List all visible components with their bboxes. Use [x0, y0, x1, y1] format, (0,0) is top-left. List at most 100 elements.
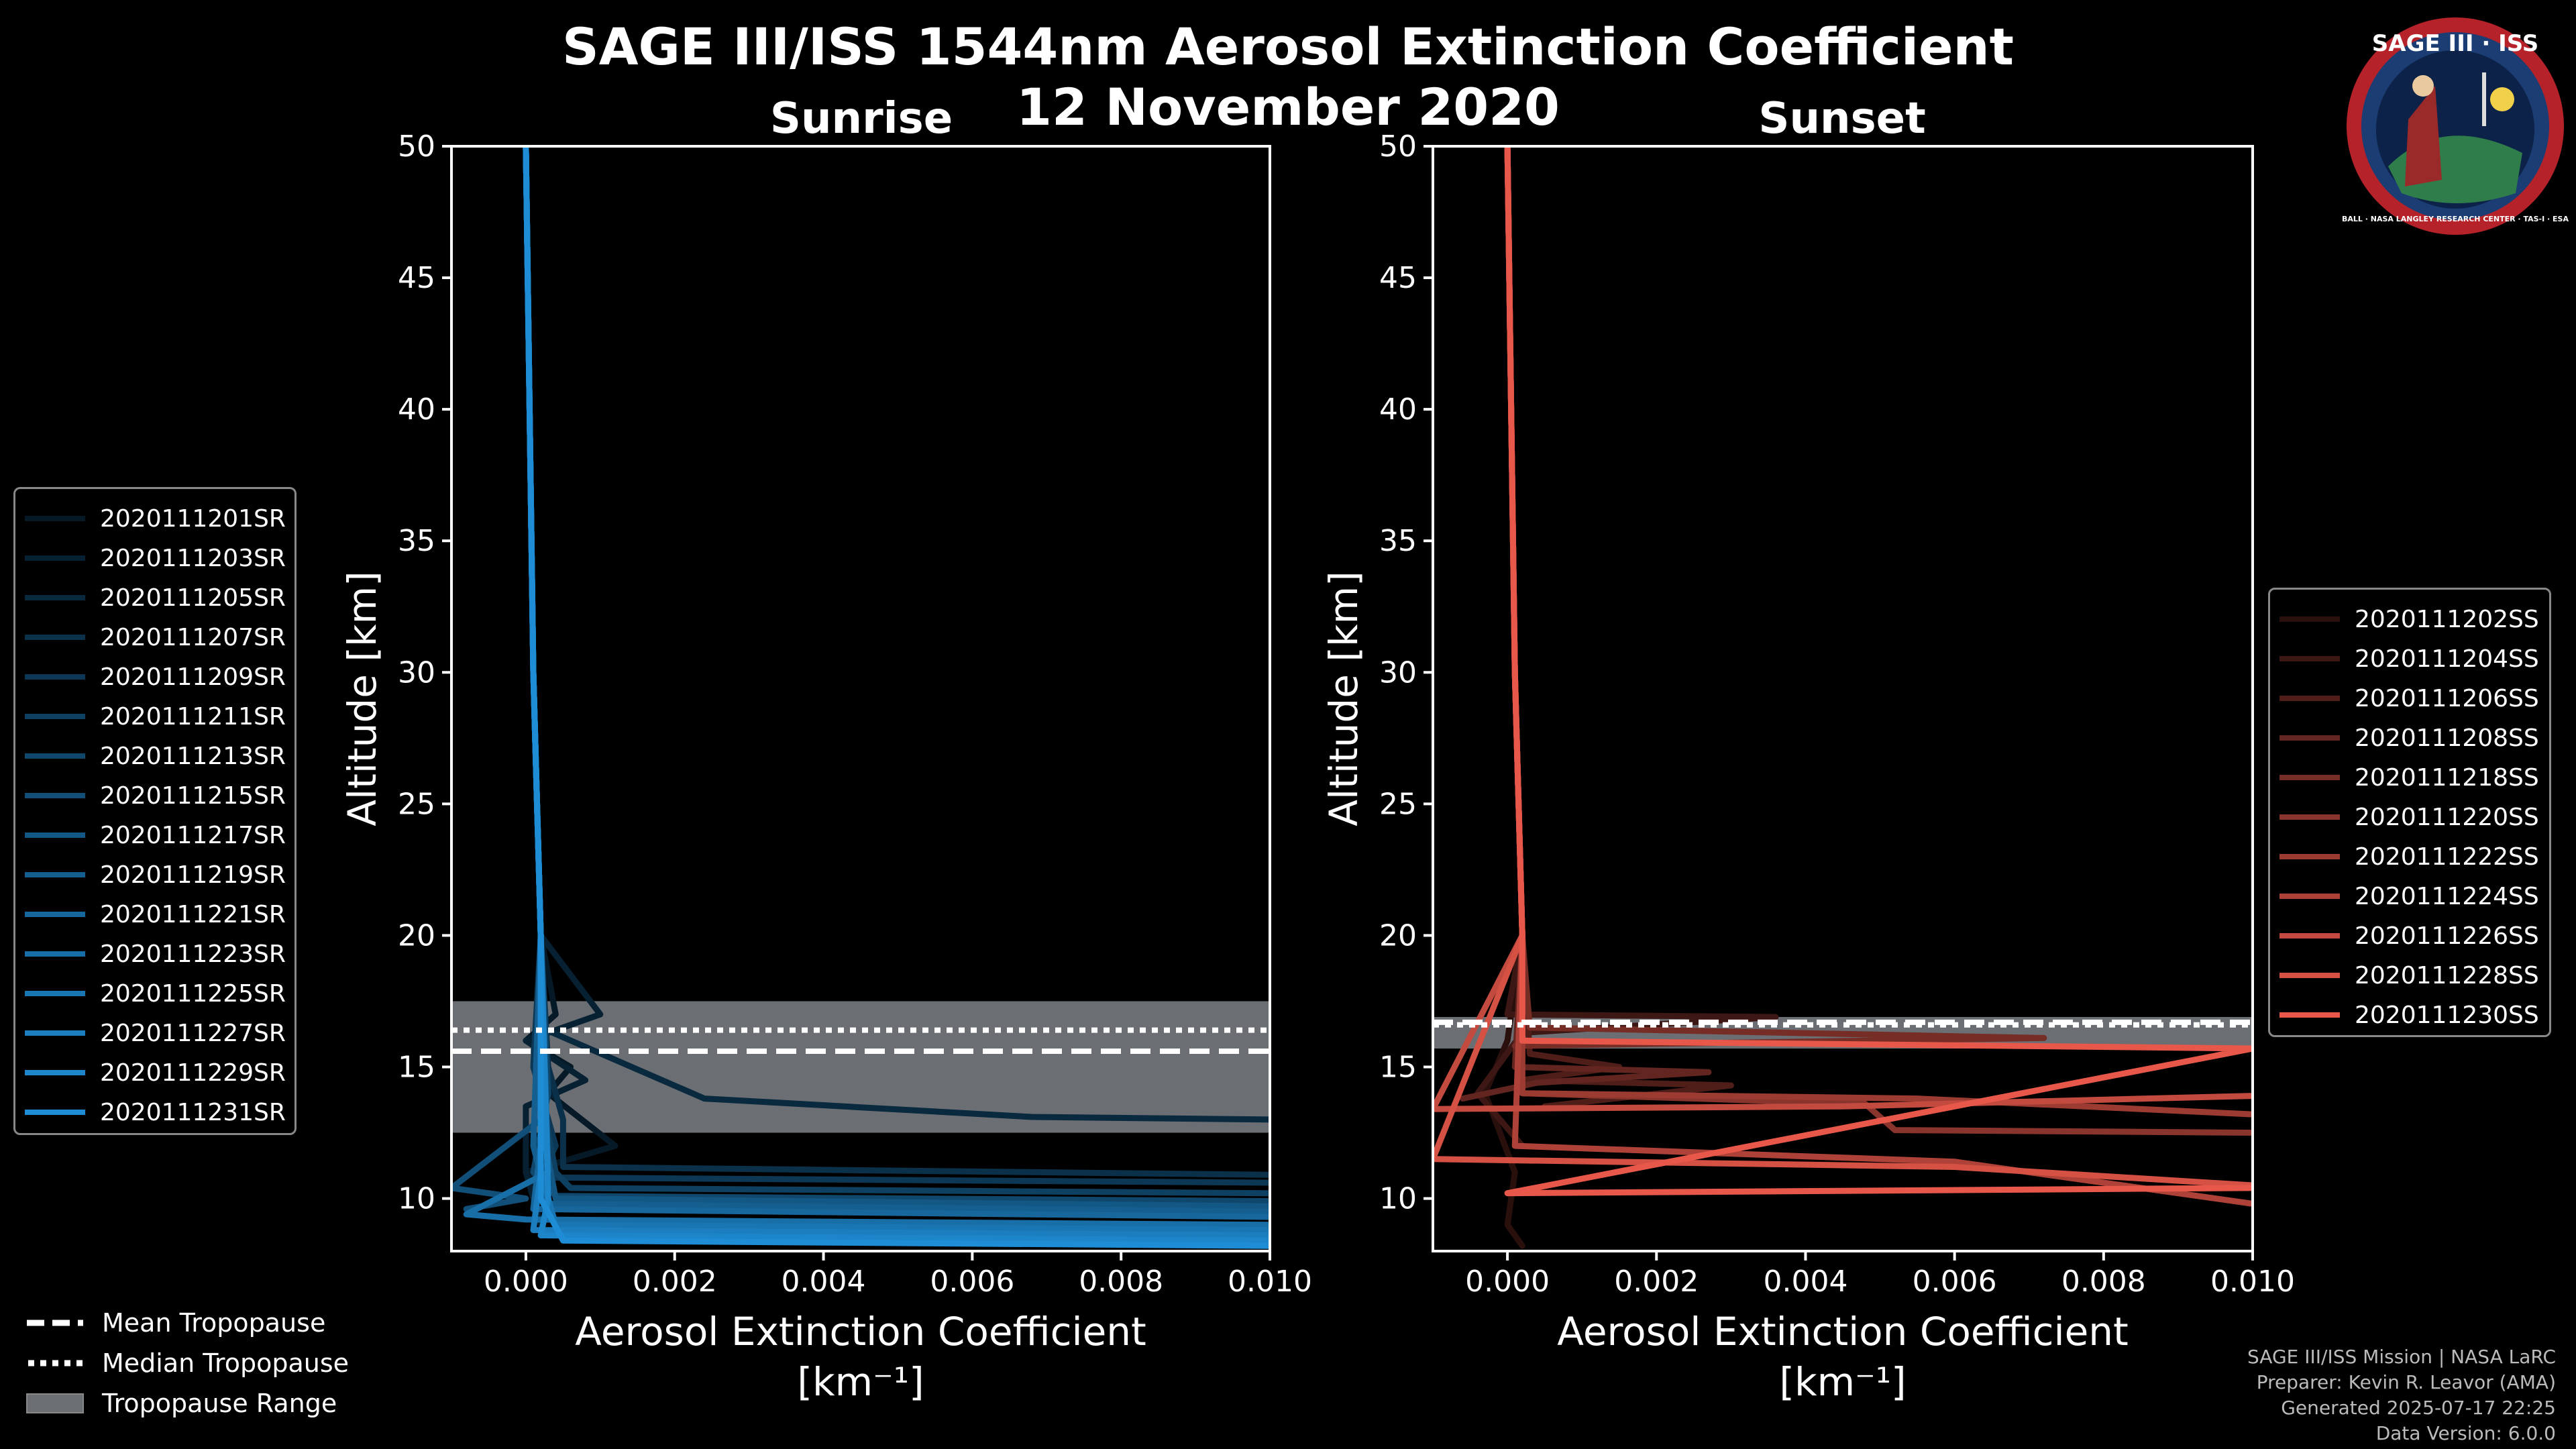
sunrise-legend-item: 2020111211SR: [15, 698, 286, 735]
sunrise-legend-swatch: [25, 674, 85, 680]
sunset-legend-label: 2020111224SS: [2355, 882, 2539, 910]
sunrise-subtitle: Sunrise: [769, 94, 953, 144]
sunset-legend-item: 2020111202SS: [2270, 600, 2539, 638]
sunrise-legend-swatch: [25, 635, 85, 640]
sunrise-legend-item: 2020111225SR: [15, 975, 286, 1012]
sunset-chart: 10 15 20 25 30 35 40 45 50 0.000 0.002 0.004 0.006 0.…: [1321, 129, 2295, 1405]
sunset-x-tick-label: 0.002: [1614, 1265, 1699, 1299]
sunrise-legend-swatch: [25, 793, 85, 798]
sunrise-legend-label: 2020111201SR: [100, 504, 286, 533]
sunrise-x-tick-label: 0.004: [782, 1265, 866, 1299]
sunset-legend-item: 2020111206SS: [2270, 680, 2539, 717]
sunrise-legend-swatch: [25, 951, 85, 957]
sunrise-legend-label: 2020111215SR: [100, 782, 286, 810]
logo-ring-text: BALL · NASA LANGLEY RESEARCH CENTER · TA…: [2342, 215, 2569, 223]
sunrise-legend-label: 2020111229SR: [100, 1059, 286, 1087]
sunrise-legend-label: 2020111213SR: [100, 742, 286, 770]
sunrise-legend-swatch: [25, 555, 85, 561]
sunset-legend-swatch: [2279, 656, 2340, 661]
chart-title: SAGE III/ISS 1544nm Aerosol Extinction C…: [562, 17, 2014, 76]
sunrise-x-tick-label: 0.000: [484, 1265, 568, 1299]
sunrise-legend-item: 2020111217SR: [15, 816, 286, 854]
sunrise-legend-item: 2020111219SR: [15, 856, 286, 894]
sunrise-plot-area: 10 15 20 25 30 35 40 45 50 0.000 0.002 0.004 0.006 0.…: [398, 129, 1312, 1299]
sunrise-legend-item: 2020111229SR: [15, 1054, 286, 1091]
sunset-y-tick-label: 40: [1379, 392, 1417, 427]
sunset-legend-item: 2020111222SS: [2270, 838, 2539, 875]
sunset-plot-frame: [1432, 145, 2254, 1252]
legend-mean-tropopause: Mean Tropopause: [25, 1308, 325, 1338]
sunrise-x-axis-unit: [km⁻¹]: [797, 1359, 924, 1405]
sunset-legend-item: 2020111204SS: [2270, 640, 2539, 678]
sunrise-y-tick-label: 30: [398, 655, 435, 690]
sunset-x-tick-label: 0.004: [1763, 1265, 1847, 1299]
sunset-legend-swatch: [2279, 894, 2340, 899]
sunset-legend-label: 2020111204SS: [2355, 645, 2539, 673]
sunrise-legend-swatch: [25, 595, 85, 600]
chart-date: 12 November 2020: [1016, 77, 1560, 137]
sunrise-chart: 10 15 20 25 30 35 40 45 50 0.000 0.002 0.004 0.006 0.…: [339, 129, 1312, 1405]
sunset-legend-swatch: [2279, 696, 2340, 701]
sunset-legend-label: 2020111220SS: [2355, 803, 2539, 831]
sunrise-legend-item: 2020111203SR: [15, 539, 286, 577]
sunset-legend-item: 2020111220SS: [2270, 798, 2539, 836]
sunset-y-tick-label: 10: [1379, 1182, 1417, 1216]
sunset-x-tick-label: 0.000: [1465, 1265, 1550, 1299]
sunrise-series-2020111231SR: [523, 146, 1270, 1249]
sunset-legend-label: 2020111230SS: [2355, 1001, 2539, 1029]
sunrise-legend-item: 2020111209SR: [15, 658, 286, 696]
sunrise-legend-swatch: [25, 714, 85, 719]
sunset-legend-label: 2020111208SS: [2355, 724, 2539, 752]
sunrise-legend-swatch: [25, 1070, 85, 1075]
sunrise-legend-item: 2020111201SR: [15, 500, 286, 537]
sage-logo-badge: SAGE III · ISS BALL · NASA LANGLEY RESEA…: [2342, 17, 2569, 235]
sunrise-y-tick-label: 50: [398, 129, 435, 164]
sunset-plot-background: [1433, 146, 2253, 1251]
sunrise-y-axis-label: Altitude [km]: [339, 571, 385, 826]
sunrise-legend-label: 2020111221SR: [100, 900, 286, 928]
sunset-y-tick-label: 45: [1379, 261, 1417, 295]
sunrise-x-tick-label: 0.002: [633, 1265, 717, 1299]
sunrise-legend-label: 2020111227SR: [100, 1019, 286, 1047]
sunset-y-tick-label: 25: [1379, 787, 1417, 821]
sunrise-legend-label: 2020111205SR: [100, 584, 286, 612]
sunset-legend: 2020111202SS 2020111204SS 2020111206SS 2020…: [2268, 588, 2551, 1037]
sunrise-x-tick-label: 0.006: [930, 1265, 1014, 1299]
sunrise-y-tick-label: 10: [398, 1182, 435, 1216]
legend-tropopause-range: Tropopause Range: [25, 1389, 337, 1418]
sunset-y-tick-label: 15: [1379, 1051, 1417, 1085]
sunset-legend-label: 2020111226SS: [2355, 922, 2539, 950]
sunrise-x-tick-label: 0.008: [1079, 1265, 1163, 1299]
sunset-x-axis-label: Aerosol Extinction Coefficient: [1557, 1309, 2129, 1354]
sunset-legend-swatch: [2279, 933, 2340, 938]
sunset-y-tick-label: 35: [1379, 524, 1417, 558]
sunset-legend-item: 2020111218SS: [2270, 759, 2539, 796]
legend-median-tropopause: Median Tropopause: [25, 1348, 349, 1378]
sunset-legend-item: 2020111226SS: [2270, 917, 2539, 955]
sunset-legend-swatch: [2279, 775, 2340, 780]
sunset-series-2020111230SS: [1504, 146, 2253, 1197]
sunset-legend-label: 2020111218SS: [2355, 763, 2539, 792]
sunrise-y-tick-label: 15: [398, 1051, 435, 1085]
sunrise-y-tick-label: 45: [398, 261, 435, 295]
credits-generated: Generated 2025-07-17 22:25: [2281, 1397, 2556, 1419]
sunrise-legend-label: 2020111217SR: [100, 821, 286, 849]
mean-tropopause-label: Mean Tropopause: [102, 1308, 326, 1338]
sunrise-legend-label: 2020111203SR: [100, 544, 286, 572]
sunrise-legend-item: 2020111205SR: [15, 579, 286, 616]
sunrise-legend-label: 2020111209SR: [100, 663, 286, 691]
sunset-y-tick-label: 30: [1379, 655, 1417, 690]
sunrise-legend-label: 2020111231SR: [100, 1098, 286, 1126]
sunrise-x-tick-label: 0.010: [1228, 1265, 1312, 1299]
sunset-legend-item: 2020111208SS: [2270, 719, 2539, 757]
sunset-legend-label: 2020111228SS: [2355, 961, 2539, 989]
sunset-legend-swatch: [2279, 616, 2340, 622]
sunset-legend-swatch: [2279, 973, 2340, 978]
sunset-legend-label: 2020111222SS: [2355, 843, 2539, 871]
sunrise-legend-item: 2020111231SR: [15, 1093, 286, 1131]
sunrise-legend-label: 2020111207SR: [100, 623, 286, 651]
sunset-legend-item: 2020111224SS: [2270, 877, 2539, 915]
sunrise-legend-label: 2020111211SR: [100, 702, 286, 731]
logo-text: SAGE III · ISS: [2372, 30, 2538, 57]
sunrise-legend: 2020111201SR 2020111203SR 2020111205SR 2020…: [13, 487, 297, 1135]
